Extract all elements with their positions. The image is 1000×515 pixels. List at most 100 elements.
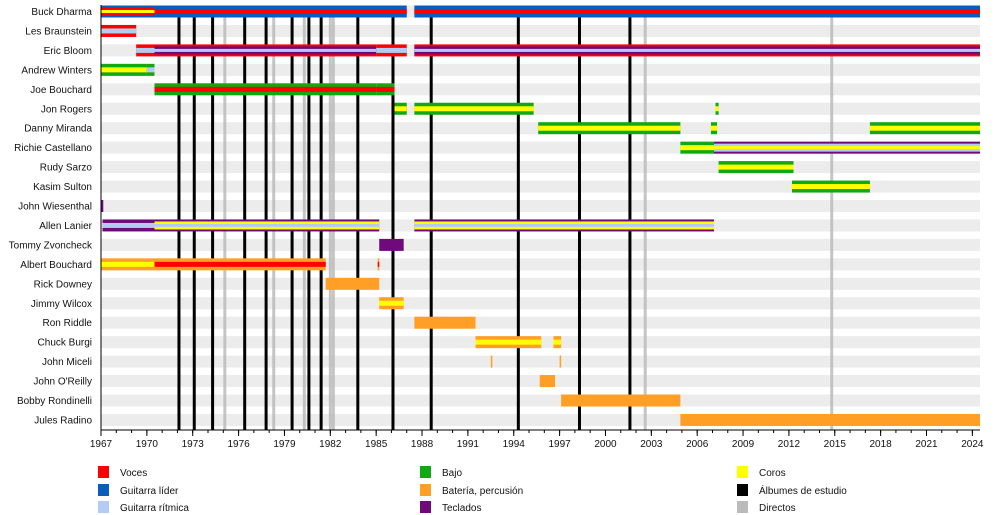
bar-role-guitarra_ritmica — [102, 222, 155, 228]
member-name: Jon Rogers — [41, 104, 92, 115]
bar-role-guitarra_ritmica — [414, 48, 981, 52]
bar-role-coros — [379, 300, 404, 306]
tick-label: 1982 — [319, 439, 342, 450]
member-bar — [475, 336, 542, 349]
row-band — [101, 316, 980, 329]
legend-label-directos: Directos — [759, 503, 796, 514]
bar-role-voces — [154, 9, 407, 14]
bar-role-voces — [154, 261, 326, 267]
bar-role-coros — [869, 125, 980, 131]
member-bar — [325, 277, 380, 290]
bar-role-bateria — [559, 355, 562, 368]
member-bar — [490, 355, 493, 368]
legend-label-guitarra_lider: Guitarra líder — [120, 486, 179, 497]
bar-role-coros — [710, 125, 718, 131]
bar-role-coros — [101, 10, 155, 13]
row-bands — [101, 5, 980, 426]
member-bar — [869, 122, 980, 135]
bar-role-coros — [101, 261, 155, 267]
member-name: Les Braunstein — [25, 26, 92, 37]
tick-label: 1970 — [136, 439, 159, 450]
tick-label: 2003 — [640, 439, 663, 450]
member-bar — [154, 219, 380, 232]
member-name: Chuck Burgi — [38, 338, 92, 349]
member-bar — [791, 180, 870, 193]
member-name: Tommy Zvoncheck — [9, 240, 93, 251]
member-name: Andrew Winters — [21, 65, 92, 76]
member-bar — [553, 336, 562, 349]
bar-role-guitarra_ritmica — [376, 47, 407, 53]
bar-role-voces — [414, 9, 981, 14]
member-bar — [414, 5, 981, 18]
tick-label: 2009 — [732, 439, 755, 450]
bar-role-guitarra_ritmica — [154, 223, 380, 227]
bar-role-guitarra_ritmica — [414, 223, 715, 227]
member-name: Albert Bouchard — [20, 260, 92, 271]
tick-label: 2012 — [778, 439, 801, 450]
member-bar — [394, 102, 407, 115]
bar-role-coros — [791, 184, 870, 190]
member-bar — [539, 375, 556, 388]
legend-swatch-guitarra_ritmica — [98, 501, 109, 513]
bar-role-voces — [377, 261, 380, 267]
bar-role-voces — [154, 86, 377, 92]
member-names: Buck Dharma Les Braunstein Eric Bloom Andre… — [9, 7, 93, 426]
x-axis: 1967 1970 1973 1976 1979 1982 1985 1988 1991 1994… — [90, 5, 984, 450]
member-bar — [146, 63, 155, 76]
member-bar — [715, 102, 719, 115]
bar-role-coros — [680, 145, 715, 151]
member-bar — [101, 63, 147, 76]
tick-label: 1988 — [411, 439, 434, 450]
member-name: Jimmy Wilcox — [31, 299, 92, 310]
tick-label: 1985 — [365, 439, 388, 450]
bar-role-teclados — [379, 238, 404, 251]
member-name: Danny Miranda — [24, 124, 92, 135]
row-band — [101, 161, 980, 174]
row-band — [101, 297, 980, 310]
member-name: Bobby Rondinelli — [17, 396, 92, 407]
member-bar — [559, 355, 562, 368]
tick-label: 1997 — [548, 439, 571, 450]
member-bar — [414, 219, 715, 232]
tick-label: 1967 — [90, 439, 113, 450]
member-bar — [101, 200, 104, 212]
member-name: Rudy Sarzo — [40, 163, 93, 174]
bar-role-coros — [715, 106, 719, 112]
bar-role-bateria — [539, 375, 556, 388]
legend-label-teclados: Teclados — [442, 503, 481, 514]
member-bar — [376, 44, 407, 57]
member-bar — [414, 316, 476, 329]
bar-role-voces — [376, 86, 395, 92]
legend-swatch-bajo — [420, 466, 431, 478]
row-band — [101, 102, 980, 115]
row-band — [101, 200, 980, 212]
member-bar — [414, 44, 981, 57]
legend-label-bateria: Batería, percusión — [442, 486, 523, 497]
member-name: John O'Reilly — [33, 377, 92, 388]
member-name: John Miceli — [42, 357, 92, 368]
member-name: John Wiesenthal — [18, 202, 92, 213]
row-band — [101, 63, 980, 76]
tick-label: 2000 — [594, 439, 617, 450]
tick-label: 1979 — [273, 439, 296, 450]
member-bar — [101, 5, 155, 18]
member-name: Buck Dharma — [31, 7, 92, 18]
member-bar — [414, 102, 534, 115]
member-name: Kasim Sulton — [33, 182, 92, 193]
bar-role-bateria — [490, 355, 493, 368]
member-bar — [714, 141, 980, 154]
tick-label: 1976 — [227, 439, 250, 450]
member-bar — [154, 5, 407, 18]
legend-label-estudio: Álbumes de estudio — [759, 484, 847, 497]
legend-swatch-guitarra_lider — [98, 484, 109, 496]
row-band — [101, 238, 980, 251]
member-bar — [379, 297, 404, 310]
bar-role-coros — [475, 339, 542, 345]
bar-role-coros — [538, 125, 681, 131]
row-band — [101, 355, 980, 368]
tick-label: 2006 — [686, 439, 709, 450]
legend-label-bajo: Bajo — [442, 468, 462, 479]
member-bar — [154, 44, 377, 57]
legend-label-voces: Voces — [120, 468, 147, 479]
